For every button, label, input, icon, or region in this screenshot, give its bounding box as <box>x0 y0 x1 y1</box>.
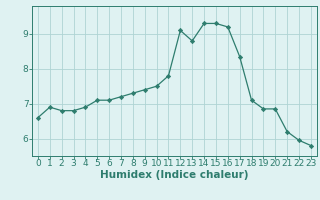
X-axis label: Humidex (Indice chaleur): Humidex (Indice chaleur) <box>100 170 249 180</box>
